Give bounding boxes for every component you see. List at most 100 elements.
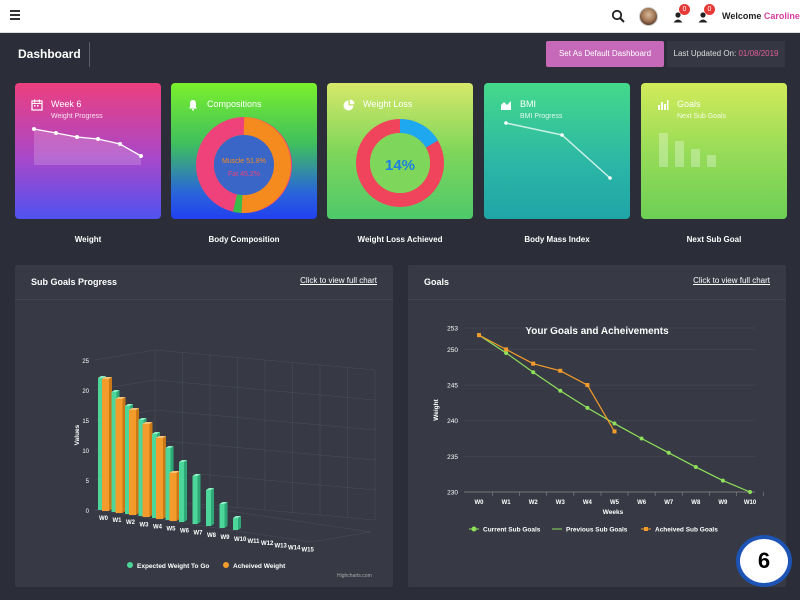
legend-marker	[127, 562, 133, 568]
bar-expected-side	[211, 488, 214, 526]
chart-title: Your Goals and Acheivements	[525, 326, 669, 337]
x-tick-label: W5	[610, 500, 620, 506]
x-tick-label: W15	[302, 548, 315, 554]
bar-chart-icon	[658, 100, 669, 110]
area-chart-icon	[501, 101, 511, 110]
legend-label: Current Sub Goals	[483, 527, 541, 534]
last-updated-date: 01/08/2019	[738, 49, 779, 58]
bar-achieved-top	[129, 408, 139, 410]
bar-achieved	[156, 438, 163, 519]
x-tick-label: W10	[234, 537, 247, 543]
card-label-next-sub-goal: Next Sub Goal	[686, 235, 742, 244]
card-label-body-composition: Body Composition	[208, 235, 280, 244]
card-label-weight-loss: Weight Loss Achieved	[357, 235, 443, 244]
avatar[interactable]	[639, 7, 658, 26]
view-full-chart-link[interactable]: Click to view full chart	[300, 276, 377, 285]
bar-achieved	[129, 410, 136, 515]
bar-expected-top	[233, 516, 241, 518]
bar-expected-top	[111, 390, 120, 392]
current-goal-point	[748, 490, 752, 494]
current-goal-point	[612, 421, 617, 426]
x-tick-label: W0	[475, 500, 485, 506]
bmi-sparkline	[504, 121, 612, 180]
bar-expected	[219, 504, 225, 528]
x-tick-label: W14	[288, 545, 301, 551]
x-tick-label: W4	[153, 524, 163, 530]
card-weight-loss[interactable]: Weight Loss 14%	[327, 83, 473, 219]
current-goal-point	[693, 465, 698, 470]
bar-expected-side	[184, 460, 187, 522]
y-tick-label: 5	[86, 479, 90, 485]
set-default-dashboard-button[interactable]: Set As Default Dashboard	[546, 41, 664, 67]
card-label-bmi: Body Mass Index	[524, 235, 590, 244]
user-name[interactable]: Caroline!	[763, 11, 800, 21]
x-tick-label: W3	[556, 500, 566, 506]
x-tick-label: W12	[261, 541, 274, 547]
y-tick-label: 0	[86, 509, 90, 515]
y-tick-label: 245	[447, 383, 458, 390]
y-tick-label: 250	[447, 347, 458, 354]
x-tick-label: W6	[180, 529, 190, 535]
x-tick-label: W1	[502, 500, 512, 506]
bar-expected	[98, 378, 103, 510]
legend-marker	[223, 562, 229, 568]
user-notifications-icon[interactable]: 0	[672, 4, 690, 23]
card-weight[interactable]: Week 6 Weight Progress	[15, 83, 161, 219]
bar-achieved-top	[102, 377, 112, 379]
bar-achieved-side	[163, 436, 166, 519]
composition-donut: Muscle 51.8% Fat 45.2%	[196, 117, 292, 214]
search-icon[interactable]	[611, 9, 625, 23]
goals-mini-bars	[659, 133, 716, 167]
achieved-goal-point	[477, 333, 481, 338]
y-tick-label: 235	[447, 454, 458, 461]
bar-achieved	[169, 473, 177, 521]
x-tick-label: W6	[637, 500, 647, 506]
bar-expected	[138, 420, 144, 516]
bar-expected	[206, 490, 211, 526]
fat-label: Fat 45.2%	[228, 171, 260, 178]
x-tick-label: W1	[113, 518, 123, 524]
x-axis-label: Weeks	[603, 509, 624, 516]
panel-divider	[408, 299, 786, 300]
bar-achieved	[115, 399, 123, 513]
card-bmi[interactable]: BMI BMI Progress	[484, 83, 630, 219]
bar-expected	[165, 448, 171, 520]
card-subtitle: BMI Progress	[520, 113, 563, 120]
card-title: Week 6	[51, 99, 82, 109]
x-tick-label: W7	[664, 500, 674, 506]
achieved-goal-point	[612, 429, 617, 434]
muscle-label: Muscle 51.8%	[222, 158, 266, 165]
card-subtitle: Weight Progress	[51, 113, 103, 120]
bar-expected-top	[179, 460, 187, 462]
bar-achieved-side	[109, 377, 112, 511]
y-tick-label: 10	[82, 449, 89, 455]
x-tick-label: W9	[718, 500, 728, 506]
panel-divider	[15, 299, 393, 300]
menu-icon[interactable]	[10, 10, 20, 20]
bar-expected	[111, 392, 117, 512]
bar-expected-top	[192, 474, 201, 476]
card-goals[interactable]: Goals Next Sub Goals	[641, 83, 787, 219]
bar-achieved-side	[176, 471, 180, 521]
legend-label: Expected Weight To Go	[137, 563, 209, 570]
bar-expected-top	[152, 432, 160, 434]
y-tick-label: 25	[82, 359, 89, 365]
welcome-text: Welcome Caroline!	[722, 11, 800, 21]
bar-achieved	[142, 424, 150, 517]
user-requests-icon[interactable]: 0	[697, 4, 715, 23]
panel-title: Goals	[424, 277, 450, 287]
card-title: Goals	[677, 99, 701, 109]
weight-loss-donut: 14%	[356, 118, 444, 207]
bar-achieved-top	[115, 397, 126, 399]
card-subtitle: Next Sub Goals	[677, 113, 727, 120]
current-goal-point	[558, 388, 563, 393]
bar-expected-side	[238, 516, 241, 530]
bar-expected-top	[165, 446, 174, 448]
grid-line	[94, 349, 156, 361]
view-full-chart-link[interactable]: Click to view full chart	[693, 276, 770, 285]
bar-expected-top	[219, 502, 228, 504]
achieved-goal-point	[531, 361, 536, 366]
card-body-composition[interactable]: Compositions Muscle 51.8% Fat 45.2%	[171, 83, 317, 219]
bar-expected	[125, 406, 130, 514]
